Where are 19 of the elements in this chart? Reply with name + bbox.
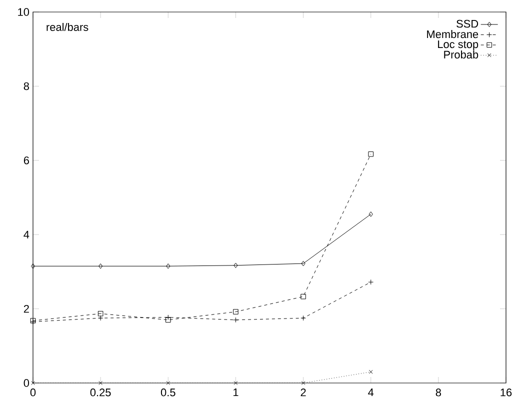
x-tick-label: 0 <box>30 388 36 396</box>
x-tick-label: 8 <box>436 388 441 396</box>
x-tick-label: 2 <box>300 388 306 396</box>
y-tick-label: 0 <box>24 379 30 387</box>
legend-label: Loc stop <box>438 40 478 50</box>
legend-label: SSD <box>456 20 478 28</box>
x-tick-label: 0.5 <box>160 388 176 396</box>
y-tick-label: 2 <box>24 304 29 313</box>
y-axis-title: real/bars <box>46 22 88 31</box>
x-tick-label: 1 <box>233 388 238 396</box>
x-tick-label: 0.25 <box>90 388 111 396</box>
x-tick-label: 4 <box>368 388 374 396</box>
y-tick-label: 4 <box>24 230 30 238</box>
legend-label: Membrane <box>427 30 478 38</box>
legend-label: Probab <box>444 50 478 59</box>
x-tick-label: 16 <box>500 388 512 396</box>
y-tick-label: 8 <box>24 82 29 90</box>
y-tick-label: 10 <box>18 8 30 16</box>
y-tick-label: 6 <box>24 156 29 164</box>
